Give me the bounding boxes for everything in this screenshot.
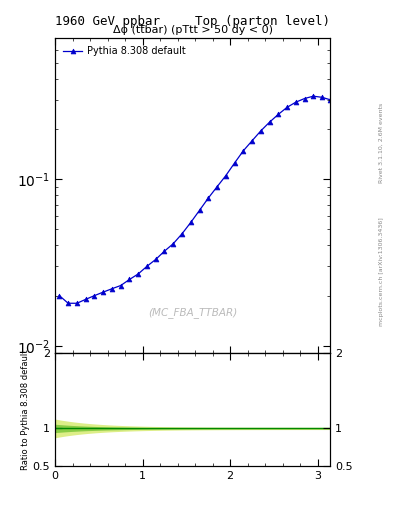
Pythia 8.308 default [57,292,62,298]
Pythia 8.308 default [145,263,149,269]
Text: mcplots.cern.ch [arXiv:1306.3436]: mcplots.cern.ch [arXiv:1306.3436] [379,217,384,326]
Pythia 8.308 default [162,248,167,254]
Y-axis label: Ratio to Pythia 8.308 default: Ratio to Pythia 8.308 default [21,349,30,470]
Pythia 8.308 default [302,95,307,101]
Pythia 8.308 default [223,173,228,179]
Pythia 8.308 default [75,300,79,306]
Pythia 8.308 default [66,300,70,306]
Pythia 8.308 default [320,94,325,100]
Text: 1960 GeV ppbar: 1960 GeV ppbar [55,15,160,28]
Pythia 8.308 default [92,292,97,298]
Pythia 8.308 default [241,148,246,154]
Pythia 8.308 default [101,289,106,295]
Pythia 8.308 default [110,286,114,292]
Title: Δφ (tt̅bar) (pTtt > 50 dy < 0): Δφ (tt̅bar) (pTtt > 50 dy < 0) [112,25,273,35]
Pythia 8.308 default [232,160,237,166]
Pythia 8.308 default [206,195,211,201]
Pythia 8.308 default [276,111,281,117]
Pythia 8.308 default [215,184,219,190]
Pythia 8.308 default [180,231,184,237]
Pythia 8.308 default [267,119,272,125]
Pythia 8.308 default [197,207,202,214]
Legend: Pythia 8.308 default: Pythia 8.308 default [60,43,189,59]
Pythia 8.308 default [250,138,254,144]
Pythia 8.308 default [294,99,298,105]
Pythia 8.308 default [171,241,176,247]
Pythia 8.308 default [285,104,289,111]
Pythia 8.308 default [259,128,263,134]
Text: Top (parton level): Top (parton level) [195,15,330,28]
Pythia 8.308 default [311,93,316,99]
Pythia 8.308 default [118,283,123,289]
Text: Rivet 3.1.10, 2.6M events: Rivet 3.1.10, 2.6M events [379,103,384,183]
Pythia 8.308 default [153,257,158,263]
Pythia 8.308 default [136,271,141,277]
Pythia 8.308 default [83,296,88,303]
Text: (MC_FBA_TTBAR): (MC_FBA_TTBAR) [148,307,237,318]
Pythia 8.308 default [188,219,193,225]
Line: Pythia 8.308 default: Pythia 8.308 default [57,94,332,306]
Pythia 8.308 default [127,276,132,283]
Pythia 8.308 default [328,97,332,103]
